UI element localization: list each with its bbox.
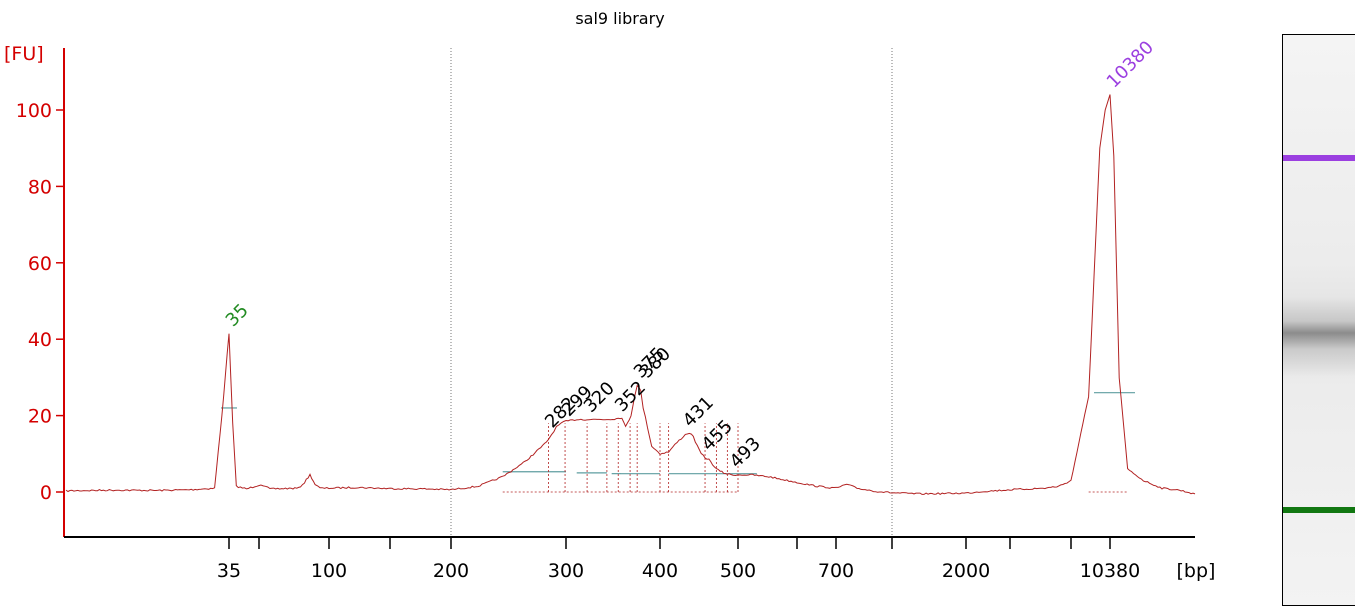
electropherogram-chart: sal9 library 0 20 40 60 80 100 [FU] 35 100 200 300 4…	[4, 9, 1216, 582]
x-axis-label: [bp]	[1177, 560, 1216, 582]
peak-label: 493	[726, 433, 765, 472]
y-tick-label: 0	[40, 482, 52, 504]
gel-lane-image	[1282, 34, 1355, 606]
x-tick-label: 500	[720, 560, 756, 582]
y-axis-label: [FU]	[4, 43, 44, 65]
y-tick-label: 20	[28, 406, 52, 428]
x-tick-label: 700	[818, 560, 854, 582]
trace-line	[65, 94, 1196, 496]
y-tick-label: 60	[28, 253, 52, 275]
x-tick-label: 10380	[1080, 560, 1140, 582]
y-tick-label: 40	[28, 329, 52, 351]
peak-label: 455	[698, 416, 737, 455]
y-tick-label: 80	[28, 176, 52, 198]
x-tick-label: 2000	[942, 560, 990, 582]
chart-title: sal9 library	[575, 9, 664, 28]
x-tick-label: 300	[548, 560, 584, 582]
x-tick-label: 100	[311, 560, 347, 582]
peak-label: 320	[580, 378, 619, 417]
x-tick-label: 400	[642, 560, 678, 582]
peak-label: 35	[222, 300, 253, 331]
x-tick-label: 200	[433, 560, 469, 582]
x-tick-label: 35	[217, 560, 241, 582]
peak-label: 10380	[1103, 37, 1158, 92]
gel-band-library-smear	[1283, 297, 1355, 378]
gel-band-lower-marker	[1283, 506, 1355, 513]
gel-band-upper-marker	[1283, 154, 1355, 161]
y-tick-label: 100	[16, 100, 52, 122]
